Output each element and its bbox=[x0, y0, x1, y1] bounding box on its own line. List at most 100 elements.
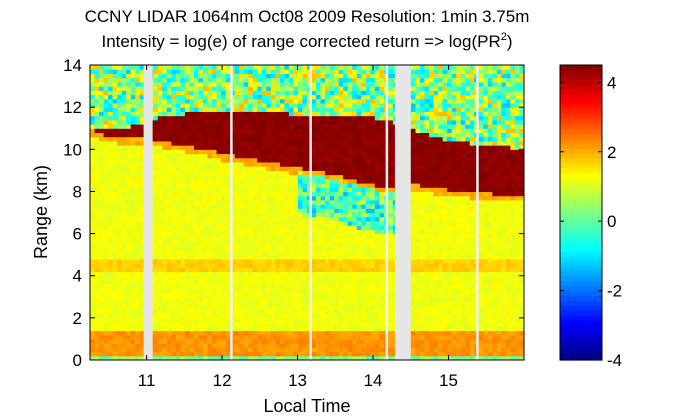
heatmap-cell bbox=[189, 77, 195, 83]
heatmap-cell bbox=[270, 170, 276, 176]
heatmap-cell bbox=[361, 204, 367, 209]
heatmap-cell bbox=[126, 81, 132, 87]
heatmap-cell bbox=[90, 178, 96, 184]
heatmap-cell bbox=[316, 132, 322, 138]
heatmap-cell bbox=[338, 107, 344, 112]
heatmap-cell bbox=[94, 284, 100, 289]
heatmap-cell bbox=[139, 309, 145, 315]
heatmap-cell bbox=[334, 351, 340, 357]
heatmap-cell bbox=[112, 233, 118, 239]
heatmap-cell bbox=[311, 326, 317, 332]
heatmap-cell bbox=[334, 102, 340, 108]
heatmap-cell bbox=[270, 107, 276, 112]
heatmap-cell bbox=[356, 107, 362, 112]
heatmap-cell bbox=[175, 73, 182, 79]
heatmap-cell bbox=[193, 267, 200, 273]
heatmap-cell bbox=[230, 199, 236, 205]
heatmap-cell bbox=[216, 132, 222, 138]
heatmap-cell bbox=[374, 124, 380, 129]
heatmap-cell bbox=[139, 284, 145, 289]
heatmap-cell bbox=[135, 313, 141, 319]
heatmap-cell bbox=[126, 145, 132, 150]
heatmap-cell bbox=[225, 86, 231, 91]
heatmap-cell bbox=[121, 355, 127, 360]
heatmap-cell bbox=[302, 242, 308, 247]
heatmap-cell bbox=[117, 187, 123, 193]
heatmap-cell bbox=[288, 246, 295, 252]
heatmap-cell bbox=[175, 330, 182, 336]
heatmap-cell bbox=[162, 330, 168, 336]
heatmap-cell bbox=[117, 225, 123, 230]
heatmap-cell bbox=[239, 98, 245, 104]
heatmap-cell bbox=[284, 229, 290, 235]
heatmap-cell bbox=[370, 107, 376, 112]
heatmap-cell bbox=[175, 309, 182, 315]
heatmap-cell bbox=[108, 124, 114, 129]
heatmap-cell bbox=[90, 309, 96, 315]
heatmap-cell bbox=[343, 107, 349, 112]
heatmap-cell bbox=[370, 334, 376, 340]
heatmap-cell bbox=[329, 258, 335, 264]
heatmap-cell bbox=[225, 305, 231, 311]
heatmap-cell bbox=[284, 343, 290, 348]
heatmap-cell bbox=[347, 288, 353, 294]
heatmap-cell bbox=[230, 242, 236, 247]
heatmap-cell bbox=[293, 157, 299, 163]
heatmap-cell bbox=[343, 77, 349, 83]
heatmap-cell bbox=[261, 157, 267, 163]
heatmap-cell bbox=[316, 94, 322, 100]
heatmap-cell bbox=[162, 69, 168, 75]
heatmap-cell bbox=[225, 275, 231, 281]
heatmap-cell bbox=[370, 128, 376, 134]
heatmap-cell bbox=[239, 237, 245, 243]
heatmap-cell bbox=[325, 132, 331, 138]
heatmap-cell bbox=[121, 157, 127, 163]
heatmap-cell bbox=[108, 322, 114, 327]
heatmap-cell bbox=[365, 107, 371, 112]
heatmap-cell bbox=[316, 178, 322, 184]
heatmap-cell bbox=[135, 73, 141, 79]
heatmap-cell bbox=[130, 212, 136, 218]
heatmap-cell bbox=[275, 132, 281, 138]
heatmap-cell bbox=[166, 136, 172, 142]
heatmap-cell bbox=[302, 309, 308, 315]
heatmap-cell bbox=[130, 254, 136, 260]
heatmap-cell bbox=[329, 330, 335, 336]
heatmap-cell bbox=[221, 267, 227, 273]
heatmap-cell bbox=[207, 334, 213, 340]
heatmap-cell bbox=[99, 326, 105, 332]
heatmap-cell bbox=[284, 107, 290, 112]
heatmap-cell bbox=[370, 149, 376, 155]
heatmap-cell bbox=[103, 199, 109, 205]
heatmap-cell bbox=[320, 309, 326, 315]
heatmap-cell bbox=[275, 65, 281, 70]
heatmap-cell bbox=[157, 132, 163, 138]
heatmap-cell bbox=[279, 326, 285, 332]
heatmap-cell bbox=[334, 242, 340, 247]
heatmap-cell bbox=[234, 119, 240, 125]
heatmap-cell bbox=[189, 216, 195, 222]
heatmap-cell bbox=[94, 305, 100, 311]
heatmap-cell bbox=[370, 279, 376, 285]
heatmap-cell bbox=[184, 73, 191, 79]
heatmap-cell bbox=[261, 279, 267, 285]
heatmap-cell bbox=[288, 170, 295, 176]
heatmap-cell bbox=[162, 326, 168, 332]
heatmap-cell bbox=[94, 229, 100, 235]
heatmap-cell bbox=[207, 250, 213, 256]
heatmap-cell bbox=[153, 69, 159, 75]
heatmap-cell bbox=[257, 250, 263, 256]
heatmap-cell bbox=[126, 157, 132, 163]
heatmap-cell bbox=[252, 128, 258, 134]
heatmap-cell bbox=[356, 178, 362, 184]
heatmap-cell bbox=[175, 267, 182, 273]
heatmap-cell bbox=[388, 149, 394, 155]
heatmap-cell bbox=[293, 212, 299, 218]
heatmap-cell bbox=[311, 174, 317, 180]
heatmap-cell bbox=[189, 334, 195, 340]
heatmap-cell bbox=[352, 216, 358, 222]
heatmap-cell bbox=[270, 183, 276, 188]
heatmap-cell bbox=[103, 111, 109, 117]
heatmap-cell bbox=[175, 229, 182, 235]
heatmap-cell bbox=[261, 124, 267, 129]
